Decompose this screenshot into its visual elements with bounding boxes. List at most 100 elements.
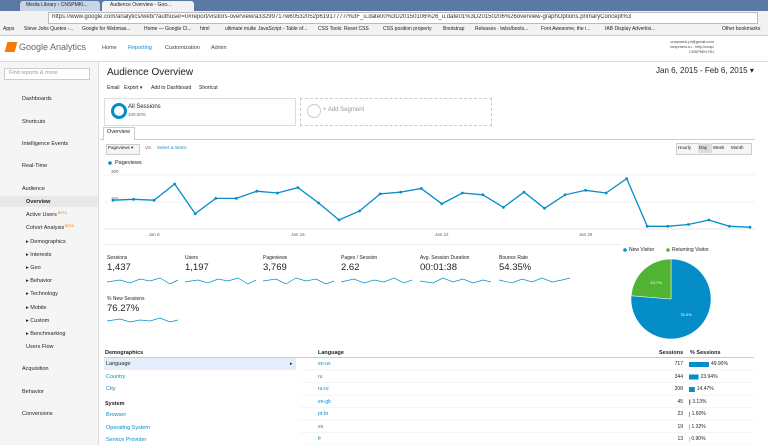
sidebar-item[interactable]: Intelligence Events bbox=[22, 141, 69, 147]
sidebar-subitem[interactable]: ▸ Geo bbox=[26, 265, 41, 271]
logo: Google Analytics bbox=[19, 42, 87, 52]
language-link[interactable]: fr bbox=[318, 436, 322, 442]
sidebar-subitem[interactable]: Active Users bbox=[26, 212, 57, 219]
nav-link[interactable]: Admin bbox=[211, 45, 227, 51]
sidebar-item[interactable]: Dashboards bbox=[22, 96, 52, 102]
language-link[interactable]: en-gb bbox=[318, 398, 331, 405]
sparkline bbox=[106, 277, 179, 285]
system-link[interactable]: Browser bbox=[106, 412, 127, 418]
sidebar-item[interactable]: Conversions bbox=[22, 411, 53, 417]
demographic-link[interactable]: Country bbox=[106, 373, 126, 380]
bookmark[interactable]: CSS Tools: Reset CSS bbox=[318, 26, 369, 32]
sidebar-subitem[interactable]: Cohort Analysis bbox=[26, 225, 65, 232]
url-box[interactable] bbox=[48, 12, 758, 24]
sidebar-item[interactable]: Acquisition bbox=[22, 366, 49, 372]
tab-active[interactable] bbox=[102, 1, 194, 11]
legend-dot bbox=[108, 161, 112, 165]
sidebar-subitem[interactable]: Users Flow bbox=[26, 344, 54, 351]
language-link[interactable]: en-us bbox=[318, 361, 331, 367]
select-metric[interactable]: Select a metric bbox=[157, 145, 187, 150]
point bbox=[419, 187, 423, 190]
bookmark[interactable]: ultimate multe bbox=[225, 26, 257, 32]
language-link[interactable]: ru-ru bbox=[318, 386, 329, 392]
y-tick-label: 300 bbox=[111, 169, 119, 174]
granularity[interactable]: Day bbox=[699, 145, 708, 150]
system-link[interactable]: Operating System bbox=[106, 424, 151, 431]
bookmark[interactable]: Apps bbox=[3, 26, 15, 32]
demographic-link[interactable]: City bbox=[106, 386, 116, 392]
bookmark[interactable]: html bbox=[200, 26, 210, 32]
sidebar-subitem[interactable]: ▸ Interests bbox=[26, 251, 52, 258]
metric-label: Users bbox=[185, 255, 199, 261]
sidebar-subitem[interactable]: ▸ Technology bbox=[26, 291, 59, 298]
sidebar-subitem[interactable]: Overview bbox=[26, 199, 51, 205]
url[interactable]: https://www.google.com/analytics/web/?au… bbox=[52, 14, 632, 20]
metric-value: 3,769 bbox=[263, 262, 287, 273]
bookmark[interactable]: Google for Webmas... bbox=[82, 26, 131, 32]
add-segment-box[interactable] bbox=[300, 98, 492, 126]
metric-select[interactable] bbox=[106, 144, 140, 155]
tab-title[interactable]: Media Library ‹ CNSPMKI... bbox=[26, 2, 88, 8]
sidebar-subitem[interactable]: ▸ Demographics bbox=[26, 238, 66, 245]
sidebar-item[interactable]: Audience bbox=[22, 186, 45, 192]
system-link[interactable]: Service Provider bbox=[106, 437, 147, 443]
sidebar bbox=[0, 62, 99, 445]
language-link[interactable]: ru bbox=[318, 373, 323, 380]
sidebar-item[interactable]: Real-Time bbox=[22, 163, 48, 169]
beta-badge: BETA bbox=[65, 224, 74, 229]
bookmark[interactable]: Releases · twbs/boots... bbox=[475, 26, 529, 32]
sparklines bbox=[106, 277, 571, 323]
sidebar-subitem[interactable]: ▸ Behavior bbox=[26, 278, 52, 285]
point bbox=[584, 188, 588, 192]
section-heading: Demographics bbox=[105, 350, 144, 356]
granularity[interactable]: Month bbox=[731, 145, 744, 150]
sidebar-item[interactable]: Behavior bbox=[22, 389, 44, 395]
sidebar-subitem[interactable]: ▸ Custom bbox=[26, 317, 50, 324]
tab-title[interactable]: Audience Overview - Goo... bbox=[110, 2, 172, 8]
bookmark[interactable]: IAB Display Advertisi... bbox=[605, 26, 656, 32]
bookmark[interactable]: CSS position property bbox=[383, 26, 432, 32]
segment-box[interactable] bbox=[104, 98, 296, 126]
search-placeholder[interactable]: Find reports & more bbox=[9, 70, 58, 76]
granularity[interactable]: Week bbox=[713, 145, 725, 150]
language-link[interactable]: pt-br bbox=[318, 411, 329, 417]
point bbox=[193, 212, 197, 216]
granularity[interactable]: Hourly bbox=[678, 145, 692, 150]
bookmark[interactable]: Other bookmarks bbox=[722, 26, 761, 32]
tab-label[interactable]: Overview bbox=[107, 129, 130, 135]
toolbar-button[interactable]: Shortcut bbox=[199, 85, 218, 91]
toolbar-button[interactable]: Export ▾ bbox=[124, 85, 143, 91]
point bbox=[604, 191, 608, 195]
bookmark[interactable]: Steve Jobs Quotes -... bbox=[24, 26, 74, 32]
sidebar-subitem[interactable]: ▸ Benchmarking bbox=[26, 331, 66, 337]
sessions: 23 bbox=[677, 411, 683, 417]
nav-link[interactable]: Customization bbox=[165, 45, 200, 51]
sidebar-item[interactable]: Shortcuts bbox=[22, 119, 46, 125]
language-link[interactable]: es bbox=[318, 423, 324, 430]
demographic-link[interactable]: Language bbox=[106, 361, 131, 367]
point bbox=[707, 218, 711, 222]
bookmark[interactable]: Font Awesome, the i... bbox=[541, 26, 591, 32]
metric-select-label[interactable]: Pageviews ▾ bbox=[108, 145, 134, 150]
bookmark[interactable]: Bootstrap bbox=[443, 26, 465, 32]
bookmark[interactable]: Home — Google Cl... bbox=[144, 26, 192, 32]
metric-value: 54.35% bbox=[499, 262, 532, 273]
overview-tab[interactable] bbox=[103, 127, 135, 140]
nav-link[interactable]: Home bbox=[102, 45, 117, 51]
day-active bbox=[698, 143, 712, 153]
toolbar-button[interactable]: Add to Dashboard bbox=[151, 85, 192, 91]
sidebar-subitem[interactable]: ▸ Mobile bbox=[26, 304, 47, 311]
nav-link[interactable]: Reporting bbox=[128, 45, 152, 51]
bookmark[interactable]: JavaScript - Table of... bbox=[258, 26, 308, 32]
metric-value: 1,437 bbox=[107, 262, 131, 273]
point bbox=[502, 206, 505, 209]
tab[interactable] bbox=[20, 1, 100, 11]
date-range[interactable]: Jan 6, 2015 - Feb 6, 2015 ▾ bbox=[656, 66, 754, 75]
add-segment[interactable]: + Add Segment bbox=[323, 107, 365, 113]
toolbar-button[interactable]: Email bbox=[107, 85, 120, 91]
granularity-buttons[interactable] bbox=[676, 143, 752, 155]
search-box[interactable] bbox=[4, 68, 90, 80]
point bbox=[399, 190, 403, 194]
